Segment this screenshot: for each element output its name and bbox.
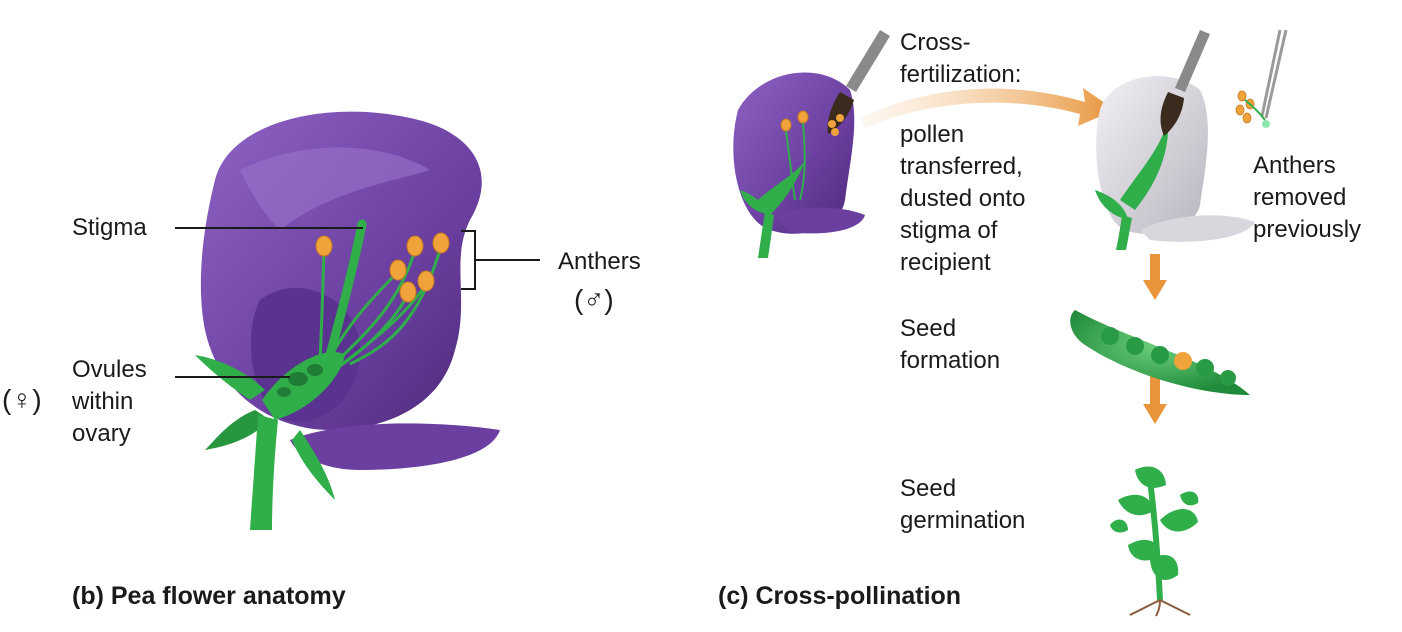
paintbrush-recipient xyxy=(1160,30,1210,136)
pollen-text-line2: transferred, xyxy=(900,153,1023,180)
recipient-flower xyxy=(1095,76,1255,250)
removed-anthers xyxy=(1235,29,1288,128)
ovules-label-line1: Ovules xyxy=(72,356,147,383)
pollen-text-line4: stigma of xyxy=(900,217,998,244)
seed-germination-line1: Seed xyxy=(900,475,957,502)
anthers-removed-line1: Anthers xyxy=(1253,152,1336,179)
ovules-leader xyxy=(175,376,290,378)
stigma-label: Stigma xyxy=(72,214,147,241)
cross-fertilization-line2: fertilization: xyxy=(900,61,1022,88)
transfer-arrow xyxy=(860,88,1115,128)
seedling xyxy=(1110,466,1199,617)
donor-flower xyxy=(733,72,865,258)
stigma-leader xyxy=(175,227,363,229)
pollen-text-line3: dusted onto xyxy=(900,185,1026,212)
down-arrows xyxy=(1143,254,1167,424)
male-symbol: (♂) xyxy=(574,284,614,315)
seed-germination-line2: germination xyxy=(900,507,1026,534)
paintbrush-donor xyxy=(827,30,890,136)
female-symbol: (♀) xyxy=(2,384,42,415)
anthers-bracket xyxy=(461,230,540,290)
pollen-text-line1: pollen xyxy=(900,121,965,148)
pea-pod xyxy=(1070,310,1250,395)
anthers-removed-line2: removed xyxy=(1253,184,1347,211)
ovules-label-line3: ovary xyxy=(72,420,131,447)
pollen-text-line5: recipient xyxy=(900,249,991,276)
seed-formation-line2: formation xyxy=(900,347,1001,374)
ovules-label-line2: within xyxy=(72,388,134,415)
caption-pea-flower-anatomy: (b) Pea flower anatomy xyxy=(72,582,346,610)
anthers-label: Anthers xyxy=(558,248,641,275)
pea-flower-large xyxy=(195,111,500,530)
cross-fertilization-line1: Cross- xyxy=(900,29,971,56)
seed-formation-line1: Seed xyxy=(900,315,957,342)
caption-cross-pollination: (c) Cross-pollination xyxy=(718,582,962,610)
anthers-removed-line3: previously xyxy=(1253,216,1362,243)
